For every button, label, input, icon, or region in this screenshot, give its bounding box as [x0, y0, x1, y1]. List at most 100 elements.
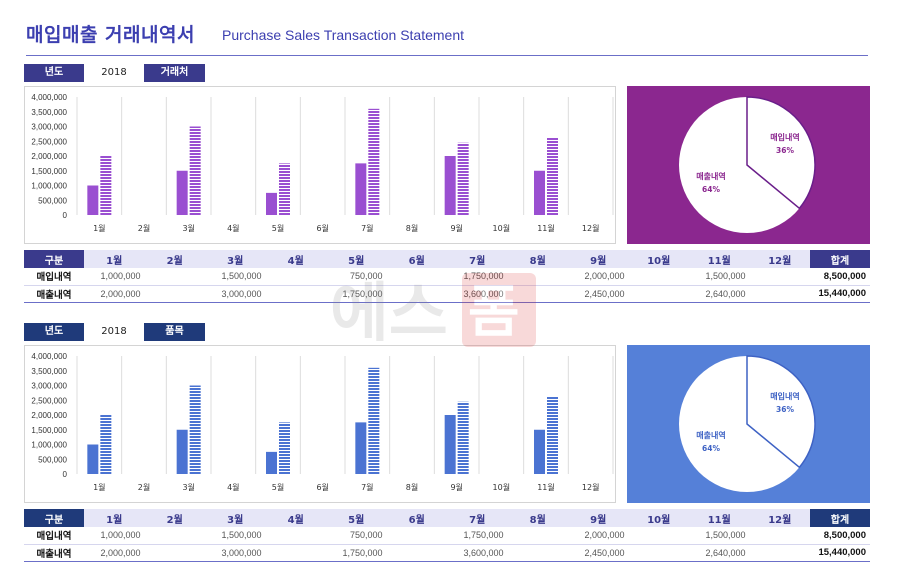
item-filter-button[interactable]: 품목	[144, 323, 205, 341]
bar-chart-svg: 0 500,000 1,000,000 1,500,000 2,000,000 2,500…	[31, 93, 614, 233]
y-tick-label: 1,500,000	[31, 167, 67, 176]
table-row: 매입내역 1,000,000 1,500,000 750,000 1,750,000 2,…	[24, 268, 870, 286]
x-tick-label: 6월	[316, 223, 328, 233]
col-header-month: 6월	[386, 509, 447, 527]
page-title: 매입매출 거래내역서	[26, 24, 195, 46]
bar-sales	[368, 108, 380, 215]
table-cell: 2,000,000	[568, 268, 629, 286]
col-header-month: 7월	[447, 250, 508, 268]
x-tick-label: 4월	[227, 482, 239, 492]
year-label: 년도	[24, 323, 84, 341]
table-cell: 1,750,000	[326, 285, 387, 303]
col-header-month: 3월	[205, 250, 266, 268]
y-tick-label: 3,000,000	[31, 123, 67, 132]
filter-bar: 년도 2018 품목	[24, 323, 870, 341]
year-select[interactable]: 2018	[101, 326, 127, 337]
bar-sales	[100, 415, 112, 474]
table-cell: 2,640,000	[689, 544, 750, 562]
y-tick-label: 500,000	[38, 455, 67, 464]
col-header-month: 3월	[205, 509, 266, 527]
table-header-row: 구분 1월 2월 3월 4월 5월 6월 7월 8월 9월 10월 11월 12월 합계	[24, 509, 870, 527]
x-tick-label: 5월	[272, 223, 284, 233]
bar-sales	[189, 385, 201, 474]
col-header-month: 8월	[507, 250, 568, 268]
year-select[interactable]: 2018	[101, 67, 127, 78]
table-row: 매출내역 2,000,000 3,000,000 1,750,000 3,600,000…	[24, 544, 870, 562]
table-cell: 750,000	[326, 527, 387, 545]
table-cell: 3,000,000	[205, 285, 266, 303]
y-tick-label: 4,000,000	[31, 352, 67, 361]
table-cell: 1,750,000	[447, 527, 508, 545]
table-cell: 1,500,000	[689, 527, 750, 545]
table-cell	[749, 285, 810, 303]
y-tick-label: 2,000,000	[31, 152, 67, 161]
table-cell: 3,600,000	[447, 285, 508, 303]
col-header-month: 12월	[749, 250, 810, 268]
filter-bar: 년도 2018 거래처	[24, 64, 870, 82]
table-cell	[144, 268, 205, 286]
table-cell: 1,500,000	[689, 268, 750, 286]
client-filter-button[interactable]: 거래처	[144, 64, 205, 82]
x-tick-label: 4월	[227, 223, 239, 233]
y-tick-label: 500,000	[38, 196, 67, 205]
pie-slice-purchase	[746, 355, 816, 469]
bar-sales	[279, 163, 290, 215]
y-tick-label: 2,500,000	[31, 137, 67, 146]
y-tick-label: 1,000,000	[31, 182, 67, 191]
y-tick-label: 2,500,000	[31, 396, 67, 405]
col-header-month: 2월	[144, 250, 205, 268]
pie-label-purchase: 매입내역	[770, 391, 799, 401]
table-cell: 2,450,000	[568, 544, 629, 562]
table-cell: 2,000,000	[568, 527, 629, 545]
summary-table: 구분 1월 2월 3월 4월 5월 6월 7월 8월 9월 10월 11월 12월 합계 매입내역 1,00…	[24, 509, 870, 562]
y-tick-label: 1,500,000	[31, 426, 67, 435]
table-cell	[749, 268, 810, 286]
table-cell: 1,750,000	[326, 544, 387, 562]
x-tick-label: 7월	[361, 223, 373, 233]
ratio-pie-chart: 매입내역 36% 매출내역 64%	[627, 345, 870, 503]
table-cell: 1,000,000	[84, 268, 145, 286]
table-cell	[628, 268, 689, 286]
table-cell: 1,500,000	[205, 268, 266, 286]
x-tick-label: 10월	[493, 482, 511, 492]
table-cell: 2,000,000	[84, 285, 145, 303]
table-cell: 1,750,000	[447, 268, 508, 286]
col-header-total: 합계	[810, 509, 870, 527]
y-tick-label: 0	[63, 470, 68, 479]
table-cell	[507, 527, 568, 545]
row-label: 매출내역	[24, 544, 84, 562]
col-header-total: 합계	[810, 250, 870, 268]
pie-pct-sales: 64%	[702, 444, 720, 453]
x-tick-label: 9월	[450, 223, 462, 233]
pie-chart-svg: 매입내역 36% 매출내역 64%	[627, 86, 870, 244]
col-header-month: 4월	[265, 509, 326, 527]
x-tick-label: 11월	[537, 482, 555, 492]
bar-sales	[368, 367, 380, 474]
pie-label-sales: 매출내역	[696, 171, 725, 181]
x-tick-label: 7월	[361, 482, 373, 492]
table-cell	[386, 268, 447, 286]
x-tick-label: 1월	[93, 482, 105, 492]
table-cell	[265, 285, 326, 303]
x-tick-label: 3월	[182, 482, 194, 492]
x-tick-label: 2월	[138, 482, 150, 492]
table-cell	[628, 544, 689, 562]
table-cell	[628, 285, 689, 303]
table-cell: 2,450,000	[568, 285, 629, 303]
pie-label-purchase: 매입내역	[770, 132, 799, 142]
table-cell: 750,000	[326, 268, 387, 286]
bar-purchase	[444, 156, 456, 215]
table-cell: 3,600,000	[447, 544, 508, 562]
table-cell	[144, 527, 205, 545]
col-header-month: 12월	[749, 509, 810, 527]
x-tick-label: 1월	[93, 223, 105, 233]
bar-chart-svg: 0 500,000 1,000,000 1,500,000 2,000,000 2,500…	[31, 352, 614, 492]
bar-purchase	[444, 415, 456, 474]
bar-purchase	[534, 170, 545, 215]
y-tick-label: 0	[63, 211, 68, 220]
col-header-month: 5월	[326, 509, 387, 527]
col-header-month: 11월	[689, 250, 750, 268]
table-cell	[507, 268, 568, 286]
table-cell	[265, 544, 326, 562]
year-label: 년도	[24, 64, 84, 82]
